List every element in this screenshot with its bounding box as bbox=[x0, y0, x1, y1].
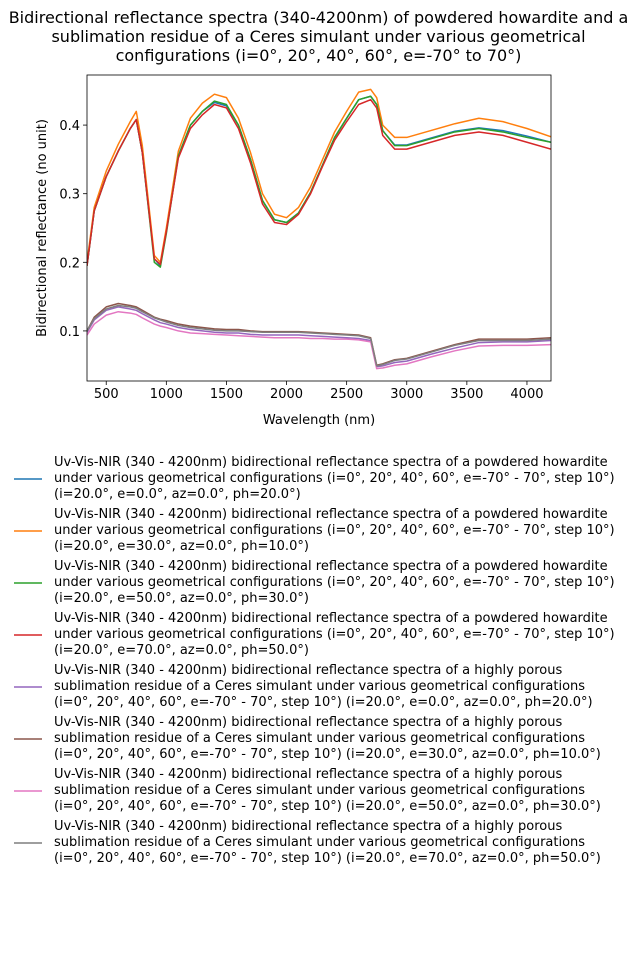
legend-label: Uv-Vis-NIR (340 - 4200nm) bidirectional … bbox=[54, 507, 615, 554]
legend-item: Uv-Vis-NIR (340 - 4200nm) bidirectional … bbox=[14, 455, 629, 503]
legend-label: Uv-Vis-NIR (340 - 4200nm) bidirectional … bbox=[54, 819, 601, 866]
x-tick-label: 3000 bbox=[390, 387, 423, 402]
y-tick-label: 0.1 bbox=[59, 325, 80, 340]
x-tick-label: 2500 bbox=[330, 387, 363, 402]
y-axis-label: Bidirectional reflectance (no unit) bbox=[35, 119, 50, 337]
legend-label: Uv-Vis-NIR (340 - 4200nm) bidirectional … bbox=[54, 663, 593, 710]
x-tick-label: 1500 bbox=[210, 387, 243, 402]
series-line bbox=[87, 98, 551, 266]
series-line bbox=[87, 88, 551, 264]
legend-label: Uv-Vis-NIR (340 - 4200nm) bidirectional … bbox=[54, 455, 615, 502]
legend-swatch bbox=[14, 738, 42, 740]
legend-item: Uv-Vis-NIR (340 - 4200nm) bidirectional … bbox=[14, 715, 629, 763]
series-line bbox=[87, 306, 551, 368]
y-tick-label: 0.3 bbox=[59, 188, 80, 203]
series-line bbox=[87, 304, 551, 367]
legend-swatch bbox=[14, 530, 42, 532]
legend-swatch bbox=[14, 582, 42, 584]
x-axis-label: Wavelength (nm) bbox=[263, 413, 375, 428]
legend-label: Uv-Vis-NIR (340 - 4200nm) bidirectional … bbox=[54, 611, 615, 658]
legend-swatch bbox=[14, 842, 42, 844]
legend-swatch bbox=[14, 634, 42, 636]
plot-frame bbox=[86, 74, 552, 382]
chart-title: Bidirectional reflectance spectra (340-4… bbox=[8, 8, 629, 65]
series-line bbox=[87, 95, 551, 267]
legend-swatch bbox=[14, 790, 42, 792]
series-line bbox=[87, 302, 551, 366]
legend-swatch bbox=[14, 478, 42, 480]
legend-item: Uv-Vis-NIR (340 - 4200nm) bidirectional … bbox=[14, 507, 629, 555]
y-tick-label: 0.4 bbox=[59, 119, 80, 134]
legend-item: Uv-Vis-NIR (340 - 4200nm) bidirectional … bbox=[14, 819, 629, 867]
series-line bbox=[87, 310, 551, 370]
legend-item: Uv-Vis-NIR (340 - 4200nm) bidirectional … bbox=[14, 663, 629, 711]
legend: Uv-Vis-NIR (340 - 4200nm) bidirectional … bbox=[14, 455, 629, 871]
x-tick-label: 4000 bbox=[510, 387, 543, 402]
y-tick-label: 0.2 bbox=[59, 256, 80, 271]
legend-label: Uv-Vis-NIR (340 - 4200nm) bidirectional … bbox=[54, 559, 615, 606]
legend-item: Uv-Vis-NIR (340 - 4200nm) bidirectional … bbox=[14, 559, 629, 607]
x-tick-label: 1000 bbox=[150, 387, 183, 402]
legend-label: Uv-Vis-NIR (340 - 4200nm) bidirectional … bbox=[54, 715, 601, 762]
x-tick-label: 3500 bbox=[450, 387, 483, 402]
plot-area bbox=[87, 88, 551, 370]
legend-swatch bbox=[14, 686, 42, 688]
series-line bbox=[87, 95, 551, 268]
x-tick-label: 2000 bbox=[270, 387, 303, 402]
chart: 500 1000 1500 2000 2500 3000 3500 4000 0.1 0.2 0.3… bbox=[35, 74, 552, 428]
x-tick-label: 500 bbox=[94, 387, 119, 402]
legend-label: Uv-Vis-NIR (340 - 4200nm) bidirectional … bbox=[54, 767, 601, 814]
legend-item: Uv-Vis-NIR (340 - 4200nm) bidirectional … bbox=[14, 767, 629, 815]
legend-item: Uv-Vis-NIR (340 - 4200nm) bidirectional … bbox=[14, 611, 629, 659]
